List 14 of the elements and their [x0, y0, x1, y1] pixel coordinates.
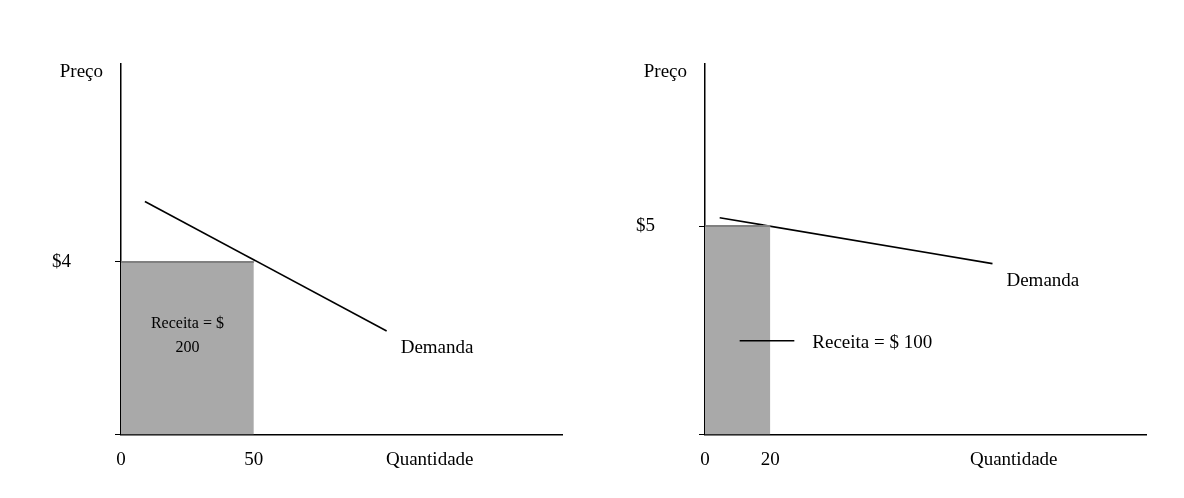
- y-tick-label: $4: [52, 249, 72, 271]
- annotation: Receita = $ 100: [812, 330, 933, 352]
- series-label: Demanda: [400, 336, 475, 358]
- y-axis-title: Preço: [643, 60, 687, 82]
- x-tick-label: 0: [116, 447, 126, 469]
- series-label: Demanda: [1006, 268, 1080, 290]
- x-tick-label: 0: [700, 447, 710, 469]
- x-axis-title: Quantidade: [969, 447, 1058, 469]
- x-tick-label: 50: [244, 447, 264, 469]
- y-tick-label: $5: [636, 214, 655, 236]
- x-axis-title: Quantidade: [385, 447, 474, 469]
- annotation: Receita = $ 200: [150, 313, 224, 355]
- x-tick-label: 20: [760, 447, 780, 469]
- y-axis-title: Preço: [59, 60, 103, 82]
